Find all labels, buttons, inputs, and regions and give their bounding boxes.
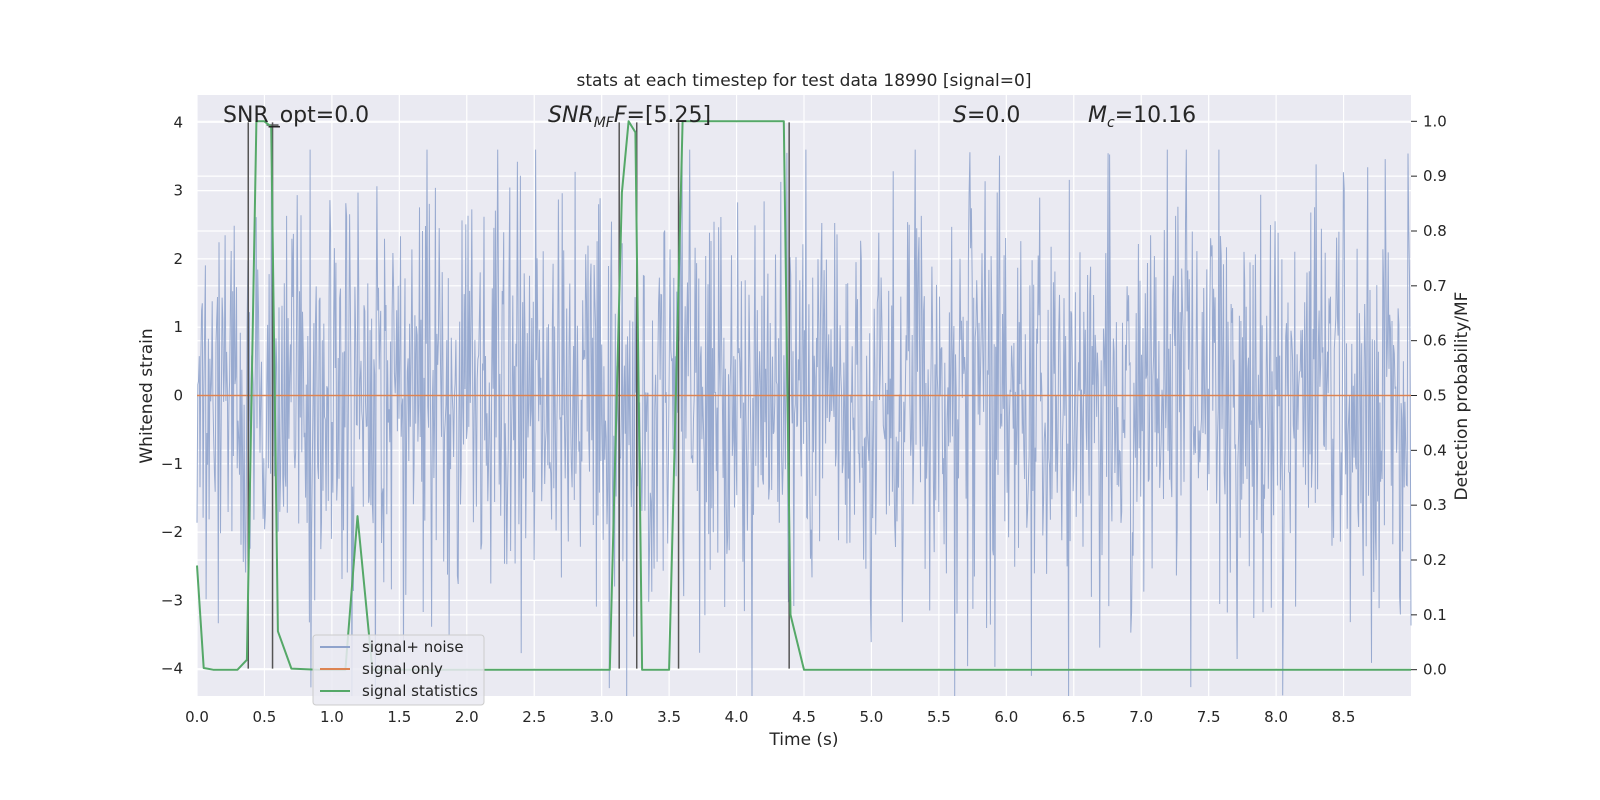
y2-tick-label: 0.3 bbox=[1423, 496, 1447, 514]
y-tick-label: −2 bbox=[161, 523, 183, 541]
y2-tick-label: 0.4 bbox=[1423, 441, 1447, 459]
legend-label-signal-statistics: signal statistics bbox=[362, 682, 478, 700]
x-tick-label: 3.5 bbox=[657, 708, 681, 726]
y-tick-label: 4 bbox=[173, 113, 183, 131]
y-tick-label: −4 bbox=[161, 660, 183, 678]
y-axis-ticks: 4 3 2 1 0 −1 −2 −3 −4 bbox=[161, 113, 183, 677]
x-tick-label: 1.5 bbox=[387, 708, 411, 726]
legend-label-signal-only: signal only bbox=[362, 660, 443, 678]
annotation-snr-opt: SNR_opt=0.0 bbox=[223, 103, 369, 128]
annotation-snr-mf: SNRMFF=[5.25] bbox=[548, 103, 711, 131]
y-axis-label: Whitened strain bbox=[137, 328, 157, 463]
y-tick-label: 0 bbox=[173, 387, 183, 405]
x-tick-label: 0.5 bbox=[253, 708, 277, 726]
y2-tick-label: 0.2 bbox=[1423, 551, 1447, 569]
x-tick-label: 7.0 bbox=[1129, 708, 1153, 726]
legend-label-signal-noise: signal+ noise bbox=[362, 638, 464, 656]
y-tick-label: 3 bbox=[173, 182, 183, 200]
x-tick-label: 8.5 bbox=[1332, 708, 1356, 726]
legend-box bbox=[312, 634, 485, 706]
annotation-mc: Mc=10.16 bbox=[1088, 103, 1196, 131]
y-tick-label: −3 bbox=[161, 591, 183, 609]
detection-boundary-lines bbox=[247, 122, 790, 669]
y-tick-label: −1 bbox=[161, 455, 183, 473]
x-tick-label: 2.5 bbox=[522, 708, 546, 726]
annotations: SNR_opt=0.0 SNRMFF=[5.25] S=0.0 Mc=10.16 bbox=[223, 103, 1196, 131]
signal-statistics-series bbox=[196, 120, 1411, 671]
x-tick-label: 0.0 bbox=[185, 708, 209, 726]
x-tick-label: 4.0 bbox=[725, 708, 749, 726]
y2-axis-label: Detection probability/MF bbox=[1452, 292, 1472, 501]
y2-tick-label: 1.0 bbox=[1423, 112, 1447, 130]
signal-noise-line bbox=[196, 149, 1412, 697]
legend: signal+ noise signal only signal statist… bbox=[312, 634, 485, 706]
x-tick-label: 5.0 bbox=[860, 708, 884, 726]
y2-tick-label: 0.5 bbox=[1423, 387, 1447, 405]
y2-tick-label: 0.7 bbox=[1423, 277, 1447, 295]
x-tick-label: 7.5 bbox=[1197, 708, 1221, 726]
x-tick-label: 5.5 bbox=[927, 708, 951, 726]
y2-tick-label: 0.8 bbox=[1423, 222, 1447, 240]
chart-title: stats at each timestep for test data 189… bbox=[577, 71, 1032, 91]
signal-noise-series bbox=[196, 149, 1412, 697]
signal-statistics-line bbox=[196, 120, 1411, 671]
y2-tick-label: 0.1 bbox=[1423, 606, 1447, 624]
y-tick-label: 2 bbox=[173, 250, 183, 268]
annotation-s: S=0.0 bbox=[953, 103, 1020, 128]
x-tick-label: 3.0 bbox=[590, 708, 614, 726]
y2-tick-label: 0.9 bbox=[1423, 167, 1447, 185]
x-tick-label: 4.5 bbox=[792, 708, 816, 726]
y2-tick-label: 0.0 bbox=[1423, 661, 1447, 679]
y-tick-label: 1 bbox=[173, 318, 183, 336]
x-axis-ticks: 0.0 0.5 1.0 1.5 2.0 2.5 3.0 3.5 4.0 4.5 5.0 5.5 6.0 6… bbox=[185, 708, 1355, 726]
x-tick-label: 1.0 bbox=[320, 708, 344, 726]
x-tick-label: 6.0 bbox=[994, 708, 1018, 726]
y2-tick-label: 0.6 bbox=[1423, 332, 1447, 350]
x-tick-label: 2.0 bbox=[455, 708, 479, 726]
y2-axis-ticks: 1.0 0.9 0.8 0.7 0.6 0.5 0.4 0.3 0.2 0.1 0.0 bbox=[1411, 112, 1447, 679]
x-tick-label: 8.0 bbox=[1264, 708, 1288, 726]
x-tick-label: 6.5 bbox=[1062, 708, 1086, 726]
x-axis-label: Time (s) bbox=[768, 730, 838, 750]
